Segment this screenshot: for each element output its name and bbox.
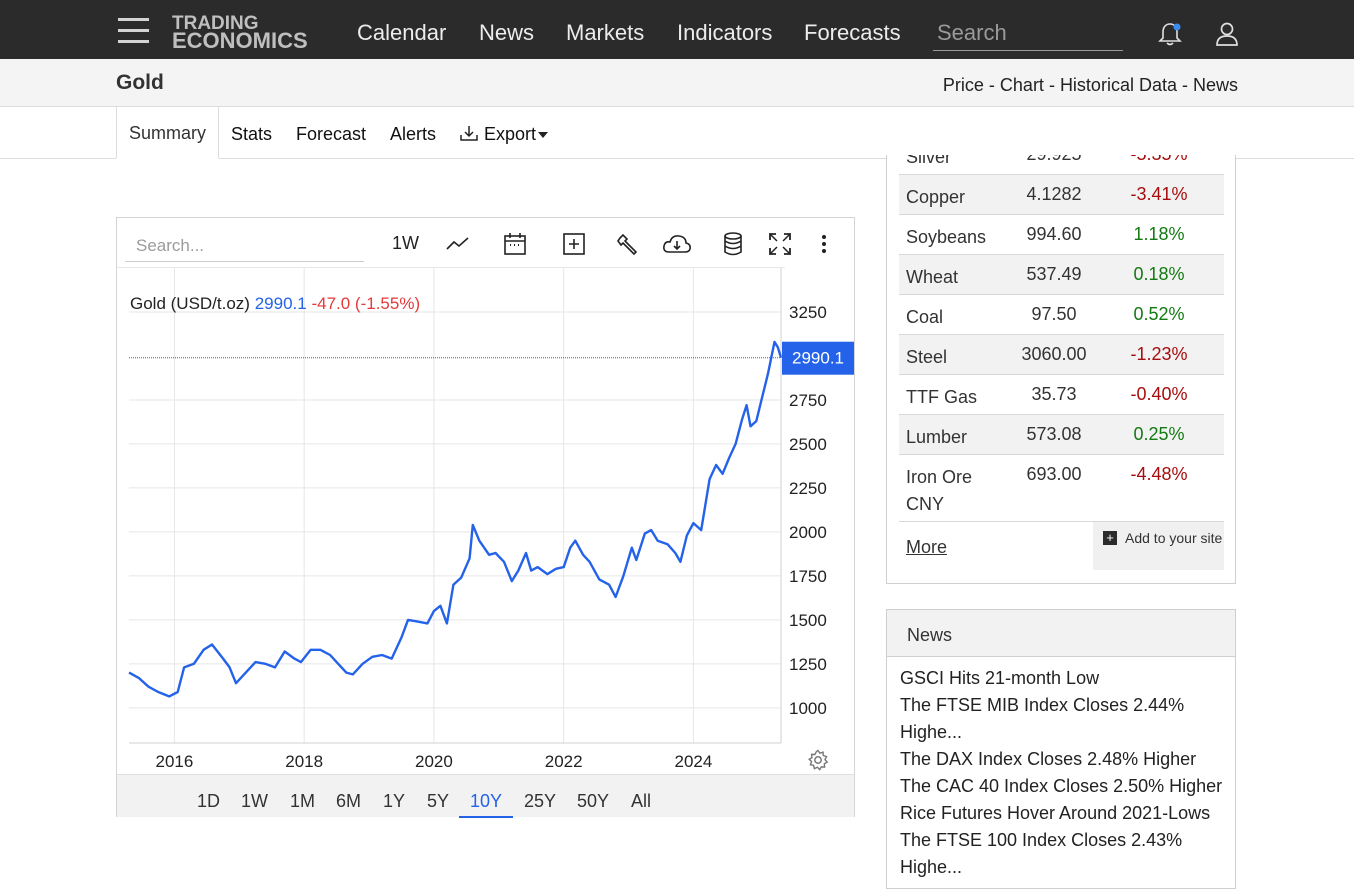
range-selector: 1D 1W 1M 6M 1Y 5Y 10Y 25Y 50Y All: [117, 774, 854, 818]
table-row[interactable]: Copper 4.1282 -3.41%: [899, 175, 1224, 215]
more-vert-icon[interactable]: [814, 231, 834, 257]
news-item[interactable]: Rice Futures Hover Around 2021-Lows: [900, 803, 1211, 823]
news-panel: News GSCI Hits 21-month Low The FTSE MIB…: [886, 609, 1236, 889]
chart-panel: Search... 1W 1000 1250 1500 1750 2000 2250 250…: [116, 217, 855, 818]
breadcrumb: Price - Chart - Historical Data - News: [942, 75, 1238, 95]
range-5y[interactable]: 5Y: [427, 791, 450, 811]
search-input[interactable]: Search: [933, 18, 1123, 51]
user-icon[interactable]: [1214, 21, 1240, 47]
nav-news[interactable]: News: [479, 20, 535, 45]
x-tick-label: 2022: [545, 752, 583, 771]
fullscreen-icon[interactable]: [767, 231, 793, 257]
wrench-icon[interactable]: [616, 231, 642, 257]
download-icon: [460, 126, 478, 141]
y-tick-label: 1250: [789, 655, 827, 674]
export-dropdown[interactable]: Export: [459, 124, 549, 145]
nav-indicators[interactable]: Indicators: [677, 20, 773, 45]
price-chart[interactable]: 1000 1250 1500 1750 2000 2250 2500 2750 3250 2016…: [117, 268, 854, 774]
table-row[interactable]: TTF Gas 35.73 -0.40%: [899, 375, 1224, 415]
y-tick-label: 1750: [789, 567, 827, 586]
tab-stats[interactable]: Stats: [231, 124, 273, 144]
range-1w[interactable]: 1W: [241, 791, 268, 811]
top-nav: TRADING ECONOMICS Calendar News Markets …: [0, 0, 1354, 59]
nav-markets[interactable]: Markets: [566, 20, 645, 45]
legend-value: 2990.1: [254, 294, 307, 313]
y-tick-label: 2500: [789, 435, 827, 454]
bell-icon[interactable]: [1158, 21, 1182, 47]
range-1d[interactable]: 1D: [197, 791, 221, 811]
series-line: [128, 340, 783, 698]
news-item[interactable]: GSCI Hits 21-month Low: [900, 668, 1100, 688]
tab-summary[interactable]: Summary: [116, 107, 219, 159]
add-to-site-button[interactable]: + Add to your site: [1093, 522, 1224, 570]
crumb-chart[interactable]: Chart: [999, 75, 1044, 95]
table-row[interactable]: Wheat 537.49 0.18%: [899, 255, 1224, 295]
crumb-historical-data[interactable]: Historical Data: [1059, 75, 1177, 95]
crumb-price[interactable]: Price: [942, 75, 984, 95]
cloud-download-icon[interactable]: [662, 231, 692, 257]
table-row[interactable]: Steel 3060.00 -1.23%: [899, 335, 1224, 375]
x-tick-label: 2016: [155, 752, 193, 771]
chevron-down-icon: [538, 132, 549, 139]
news-item[interactable]: The FTSE 100 Index Closes 2.43% Highe...: [900, 830, 1183, 877]
x-tick-label: 2018: [285, 752, 323, 771]
last-value-label: 2990.1: [792, 349, 844, 368]
page-title: Gold: [116, 71, 164, 94]
interval-button[interactable]: 1W: [392, 233, 419, 253]
table-row[interactable]: Soybeans 994.60 1.18%: [899, 215, 1224, 255]
y-tick-label: 2250: [789, 479, 827, 498]
range-all[interactable]: All: [631, 791, 652, 811]
y-tick-label: 2000: [789, 523, 827, 542]
x-tick-label: 2024: [675, 752, 713, 771]
tabs-bar: Summary Stats Forecast Alerts Export: [0, 107, 1354, 159]
table-row[interactable]: Lumber 573.08 0.25%: [899, 415, 1224, 455]
toolbar-divider: [117, 267, 785, 268]
tab-forecast[interactable]: Forecast: [296, 124, 367, 144]
tab-alerts[interactable]: Alerts: [390, 124, 437, 144]
news-list: GSCI Hits 21-month Low The FTSE MIB Inde…: [900, 665, 1230, 881]
nav-forecasts[interactable]: Forecasts: [804, 20, 901, 45]
chart-legend: Gold (USD/t.oz) 2990.1 -47.0 (-1.55%): [130, 294, 420, 314]
nav-calendar[interactable]: Calendar: [357, 20, 447, 45]
news-item[interactable]: The DAX Index Closes 2.48% Higher: [900, 749, 1197, 769]
commodities-table: Silver 29.925 -5.35% Copper 4.1282 -3.41…: [886, 155, 1236, 584]
range-1m[interactable]: 1M: [290, 791, 316, 811]
x-tick-label: 2020: [415, 752, 453, 771]
range-6m[interactable]: 6M: [336, 791, 362, 811]
table-row[interactable]: Iron Ore CNY 693.00 -4.48%: [899, 455, 1224, 522]
crumb-news[interactable]: News: [1192, 75, 1238, 95]
news-item[interactable]: The CAC 40 Index Closes 2.50% Higher: [900, 776, 1223, 796]
sub-header: Gold Price - Chart - Historical Data - N…: [0, 59, 1354, 107]
calendar-icon[interactable]: [502, 231, 528, 257]
more-commodities-link[interactable]: More: [906, 537, 948, 557]
table-row[interactable]: Coal 97.50 0.52%: [899, 295, 1224, 335]
last-value-badge: [782, 341, 854, 375]
settings-gear-icon[interactable]: [807, 749, 829, 771]
news-item[interactable]: The FTSE MIB Index Closes 2.44% Highe...: [900, 695, 1185, 742]
range-10y[interactable]: 10Y: [459, 791, 514, 818]
chart-search-input[interactable]: Search...: [125, 232, 364, 262]
add-compare-icon[interactable]: [561, 231, 587, 257]
line-chart-icon[interactable]: [445, 231, 471, 257]
range-25y[interactable]: 25Y: [524, 791, 557, 811]
logo[interactable]: TRADING ECONOMICS: [172, 13, 308, 53]
y-tick-label: 2750: [789, 391, 827, 410]
range-1y[interactable]: 1Y: [383, 791, 406, 811]
menu-icon[interactable]: [118, 18, 149, 44]
table-row[interactable]: Silver 29.925 -5.35%: [899, 155, 1224, 175]
news-heading: News: [887, 610, 1235, 657]
database-icon[interactable]: [721, 231, 745, 257]
range-50y[interactable]: 50Y: [577, 791, 610, 811]
legend-series-name: Gold (USD/t.oz): [130, 294, 250, 313]
plus-icon: +: [1103, 531, 1117, 545]
legend-change: -47.0 (-1.55%): [311, 294, 421, 313]
y-tick-label: 1500: [789, 611, 827, 630]
y-tick-label: 3250: [789, 303, 827, 322]
y-tick-label: 1000: [789, 699, 827, 718]
